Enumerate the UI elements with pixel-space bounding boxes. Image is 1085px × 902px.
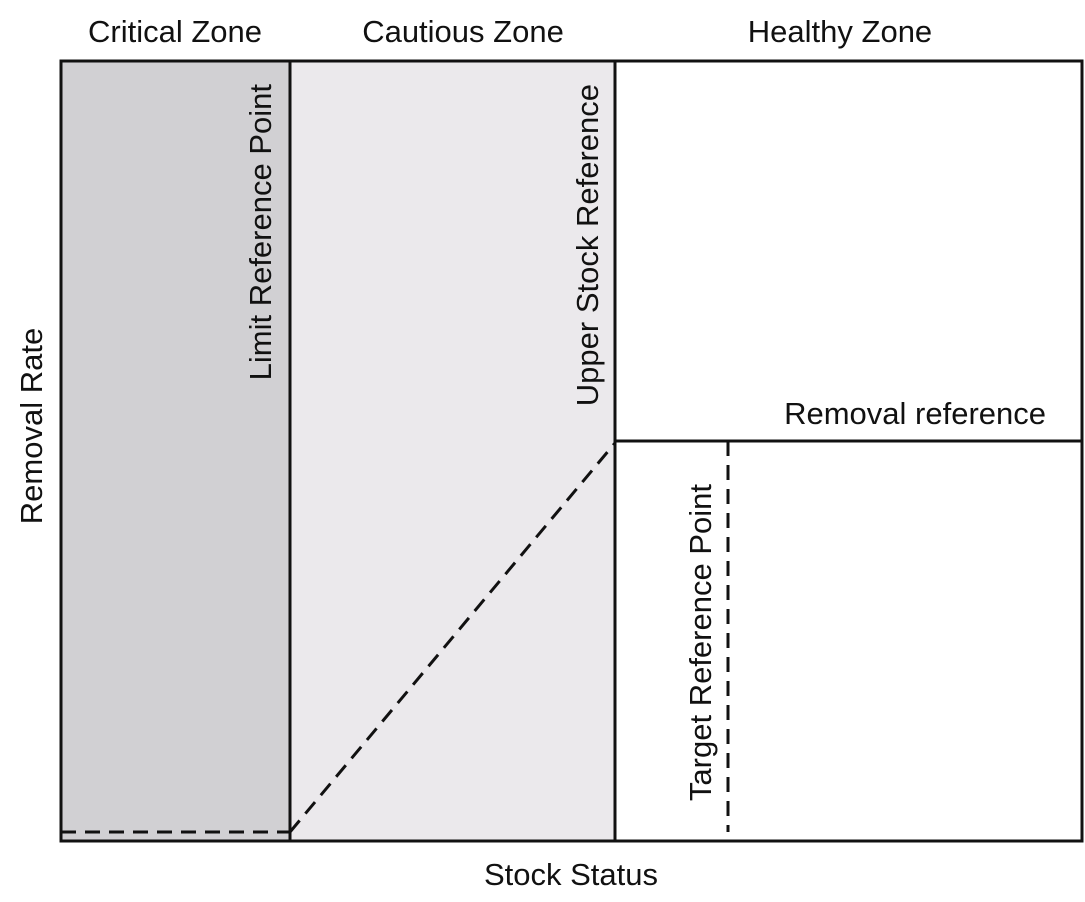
x-axis-label: Stock Status [484,857,658,892]
plot-frame [59,59,1084,843]
healthy-zone-area [615,61,1082,841]
removal-reference-label: Removal reference [784,396,1046,431]
limit-reference-point-label: Limit Reference Point [243,84,278,381]
control-rule-ramp-segment [288,442,617,833]
upper-stock-reference-label: Upper Stock Reference [570,84,605,406]
y-axis-label: Removal Rate [14,328,49,524]
healthy-zone-title: Healthy Zone [748,14,932,49]
critical-zone-area [61,61,290,841]
cautious-zone-title: Cautious Zone [362,14,564,49]
critical-zone-title: Critical Zone [88,14,262,49]
cautious-zone-area [290,61,615,841]
target-reference-point-label: Target Reference Point [683,484,718,801]
